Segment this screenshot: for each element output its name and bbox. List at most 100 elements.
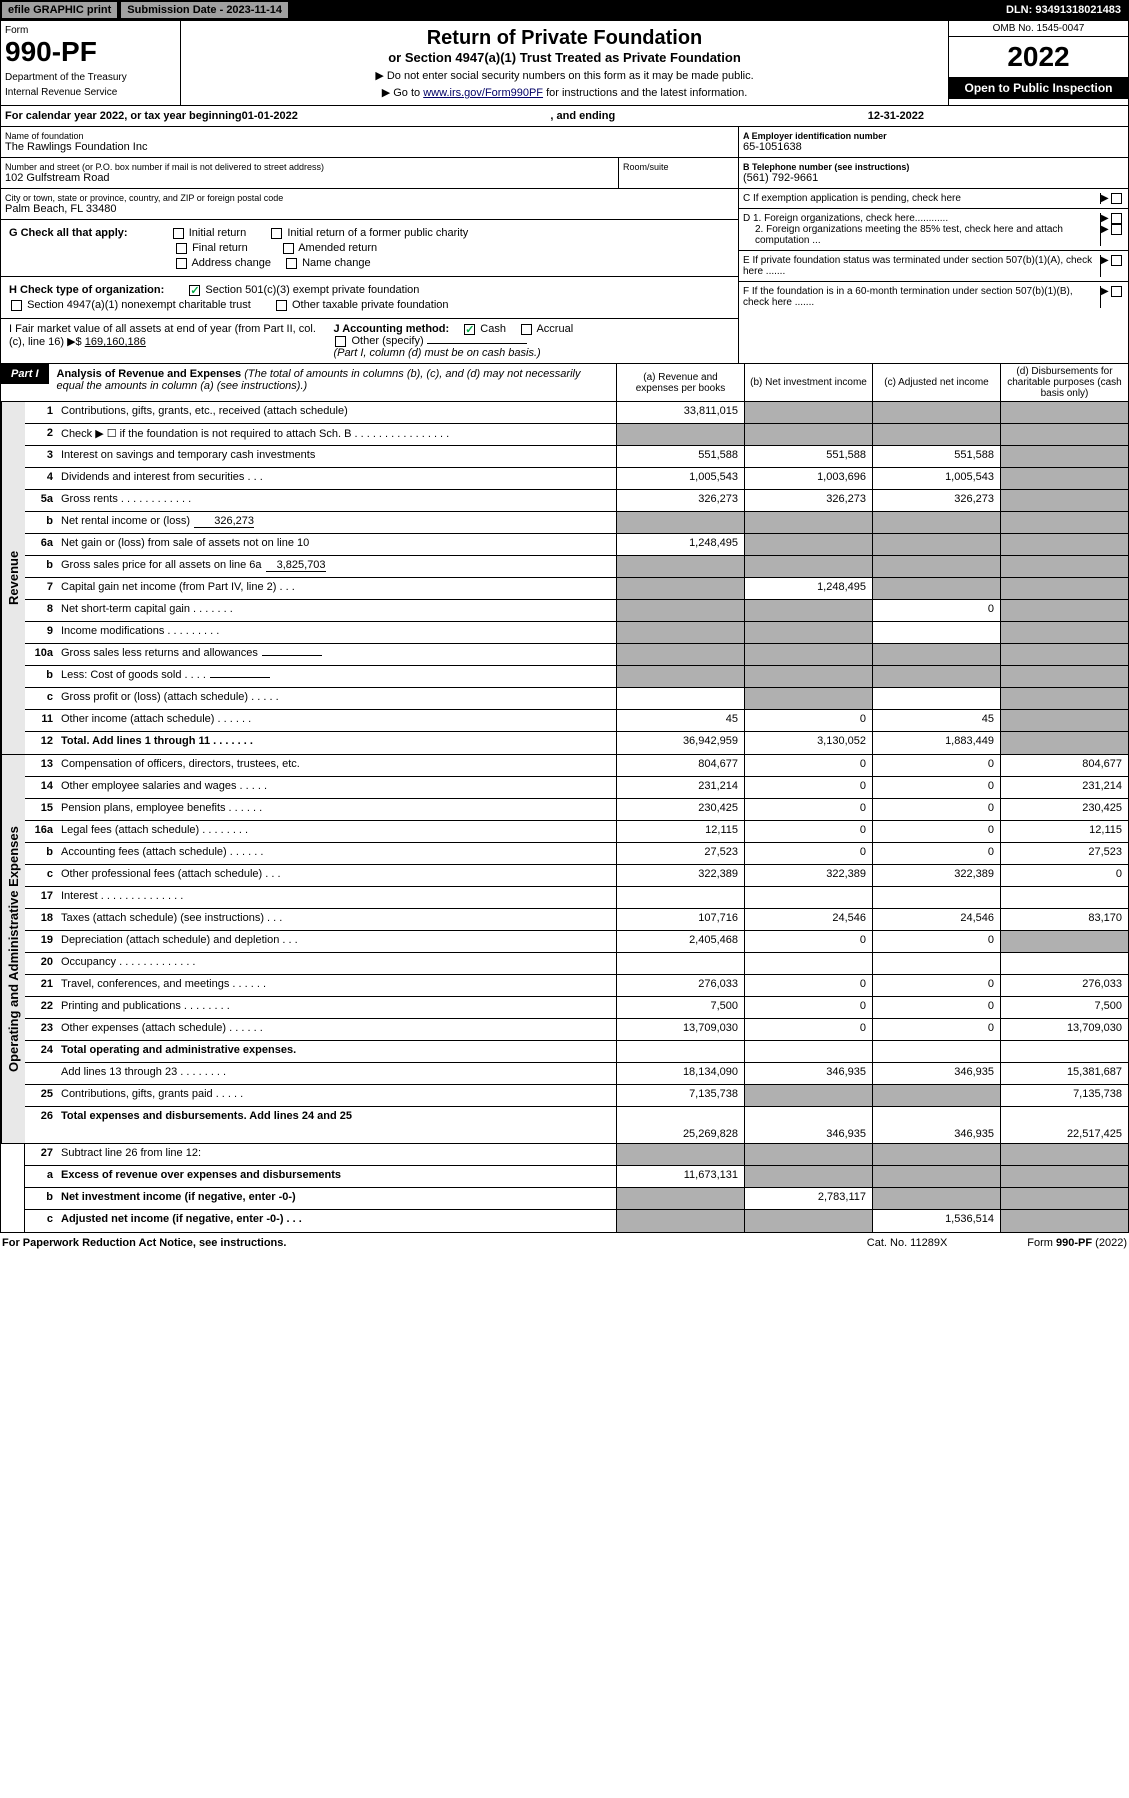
- r10c-num: c: [25, 688, 57, 709]
- r14-b: 0: [744, 777, 872, 798]
- r26-c: 346,935: [872, 1107, 1000, 1143]
- r27c-c: 1,536,514: [872, 1210, 1000, 1232]
- checkbox-d1[interactable]: [1111, 213, 1122, 224]
- ein-value: 65-1051638: [743, 141, 1124, 153]
- r8-a: [616, 600, 744, 621]
- r27a-d: [1000, 1166, 1128, 1187]
- r18-b: 24,546: [744, 909, 872, 930]
- checkbox-d2[interactable]: [1111, 224, 1122, 235]
- r8-b: [744, 600, 872, 621]
- r16c-b: 322,389: [744, 865, 872, 886]
- irs-label: Internal Revenue Service: [5, 87, 176, 98]
- r14-c: 0: [872, 777, 1000, 798]
- r9-a: [616, 622, 744, 643]
- checkbox-cash[interactable]: [464, 324, 475, 335]
- r10b-desc: Less: Cost of goods sold . . . .: [57, 666, 616, 687]
- irs-link[interactable]: www.irs.gov/Form990PF: [423, 87, 543, 99]
- checkbox-amended[interactable]: [283, 243, 294, 254]
- col-d-header: (d) Disbursements for charitable purpose…: [1000, 364, 1128, 401]
- r15-num: 15: [25, 799, 57, 820]
- r27a-b: [744, 1166, 872, 1187]
- r7-b: 1,248,495: [744, 578, 872, 599]
- r25-num: 25: [25, 1085, 57, 1106]
- r16a-a: 12,115: [616, 821, 744, 842]
- r14-num: 14: [25, 777, 57, 798]
- checkbox-e[interactable]: [1111, 255, 1122, 266]
- r8-num: 8: [25, 600, 57, 621]
- r3-num: 3: [25, 446, 57, 467]
- foundation-name: The Rawlings Foundation Inc: [5, 141, 734, 153]
- r24b-desc: Add lines 13 through 23 . . . . . . . .: [57, 1063, 616, 1084]
- checkbox-initial-return[interactable]: [173, 228, 184, 239]
- checkbox-501c3[interactable]: [189, 285, 200, 296]
- r9-d: [1000, 622, 1128, 643]
- r1-a: 33,811,015: [616, 402, 744, 423]
- r16a-b: 0: [744, 821, 872, 842]
- r23-a: 13,709,030: [616, 1019, 744, 1040]
- r15-a: 230,425: [616, 799, 744, 820]
- g-opt-5: Name change: [302, 257, 371, 269]
- r10b-inline: [210, 677, 270, 678]
- open-to-public: Open to Public Inspection: [949, 77, 1128, 99]
- info-right: A Employer identification number 65-1051…: [738, 127, 1128, 363]
- r20-desc: Occupancy . . . . . . . . . . . . .: [57, 953, 616, 974]
- submission-date: Submission Date - 2023-11-14: [121, 2, 288, 18]
- r24-b: [744, 1041, 872, 1062]
- r16b-desc: Accounting fees (attach schedule) . . . …: [57, 843, 616, 864]
- r12-d: [1000, 732, 1128, 754]
- r15-desc: Pension plans, employee benefits . . . .…: [57, 799, 616, 820]
- calyear-begin: 01-01-2022: [242, 110, 298, 122]
- checkbox-accrual[interactable]: [521, 324, 532, 335]
- r6b-inline: 3,825,703: [266, 559, 326, 572]
- checkbox-c[interactable]: [1111, 193, 1122, 204]
- form-header: Form 990-PF Department of the Treasury I…: [0, 20, 1129, 106]
- r5a-a: 326,273: [616, 490, 744, 511]
- r21-num: 21: [25, 975, 57, 996]
- checkbox-initial-public[interactable]: [271, 228, 282, 239]
- r20-d: [1000, 953, 1128, 974]
- f-label: F If the foundation is in a 60-month ter…: [743, 286, 1100, 308]
- revenue-sidelabel: Revenue: [1, 402, 25, 754]
- r4-num: 4: [25, 468, 57, 489]
- r21-desc: Travel, conferences, and meetings . . . …: [57, 975, 616, 996]
- r7-desc: Capital gain net income (from Part IV, l…: [57, 578, 616, 599]
- r18-d: 83,170: [1000, 909, 1128, 930]
- r5b-b: [744, 512, 872, 533]
- r23-b: 0: [744, 1019, 872, 1040]
- instr-pre: ▶ Go to: [382, 87, 423, 99]
- form-title: Return of Private Foundation: [187, 27, 942, 50]
- r1-b: [744, 402, 872, 423]
- r26-a: 25,269,828: [616, 1107, 744, 1143]
- dln-value: DLN: 93491318021483: [1006, 4, 1127, 16]
- checkbox-final-return[interactable]: [176, 243, 187, 254]
- r14-d: 231,214: [1000, 777, 1128, 798]
- tax-year: 2022: [949, 37, 1128, 77]
- h-opt-1: Section 501(c)(3) exempt private foundat…: [205, 284, 419, 296]
- section-h: H Check type of organization: Section 50…: [1, 277, 738, 319]
- checkbox-address-change[interactable]: [176, 258, 187, 269]
- checkbox-4947[interactable]: [11, 300, 22, 311]
- part1-label: Part I: [1, 364, 49, 384]
- r12-num: 12: [25, 732, 57, 754]
- checkbox-other-method[interactable]: [335, 336, 346, 347]
- efile-print-button[interactable]: efile GRAPHIC print: [2, 2, 117, 18]
- r12-desc: Total. Add lines 1 through 11 . . . . . …: [57, 732, 616, 754]
- checkbox-name-change[interactable]: [286, 258, 297, 269]
- r27-d: [1000, 1144, 1128, 1165]
- r26-d: 22,517,425: [1000, 1107, 1128, 1143]
- r6a-desc: Net gain or (loss) from sale of assets n…: [57, 534, 616, 555]
- r16c-d: 0: [1000, 865, 1128, 886]
- footer-catno: Cat. No. 11289X: [867, 1237, 948, 1249]
- r10b-num: b: [25, 666, 57, 687]
- r4-desc: Dividends and interest from securities .…: [57, 468, 616, 489]
- checkbox-f[interactable]: [1111, 286, 1122, 297]
- room-label: Room/suite: [623, 162, 734, 172]
- r2-a: [616, 424, 744, 445]
- r27b-desc: Net investment income (if negative, ente…: [57, 1188, 616, 1209]
- r7-d: [1000, 578, 1128, 599]
- form-subtitle: or Section 4947(a)(1) Trust Treated as P…: [187, 50, 942, 65]
- city-value: Palm Beach, FL 33480: [5, 203, 734, 215]
- expense-table: Operating and Administrative Expenses 13…: [0, 755, 1129, 1144]
- checkbox-other-taxable[interactable]: [276, 300, 287, 311]
- r27a-a: 11,673,131: [616, 1166, 744, 1187]
